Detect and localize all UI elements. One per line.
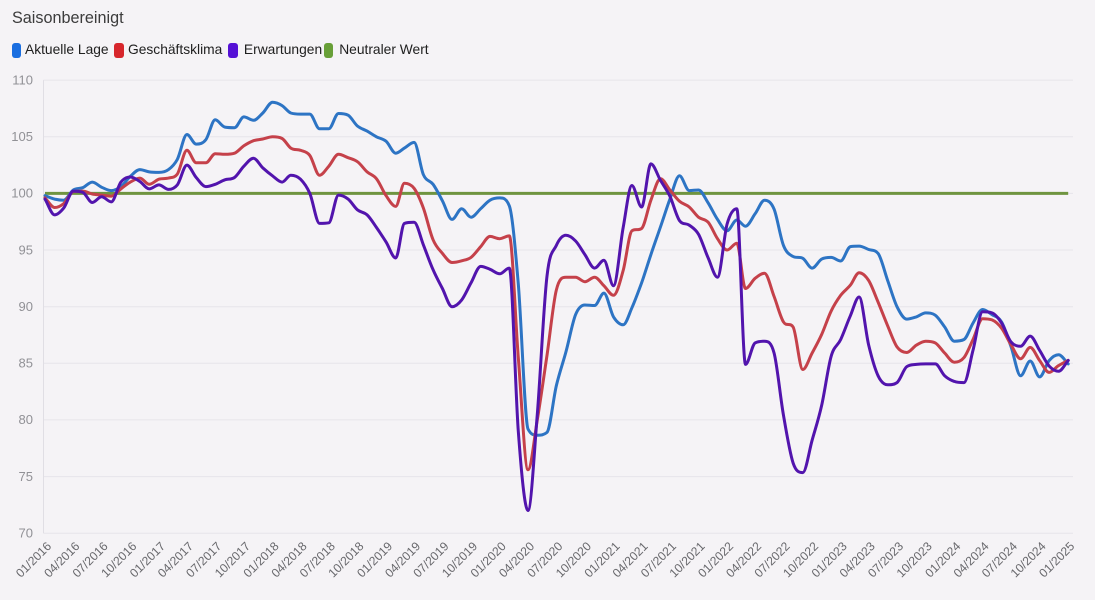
svg-text:95: 95: [19, 242, 33, 257]
svg-text:90: 90: [19, 299, 33, 314]
svg-text:105: 105: [11, 129, 33, 144]
svg-text:100: 100: [11, 186, 33, 201]
svg-text:80: 80: [19, 412, 33, 427]
svg-text:110: 110: [12, 72, 33, 87]
svg-text:75: 75: [19, 469, 33, 484]
svg-text:70: 70: [19, 526, 33, 541]
svg-text:85: 85: [19, 356, 33, 371]
